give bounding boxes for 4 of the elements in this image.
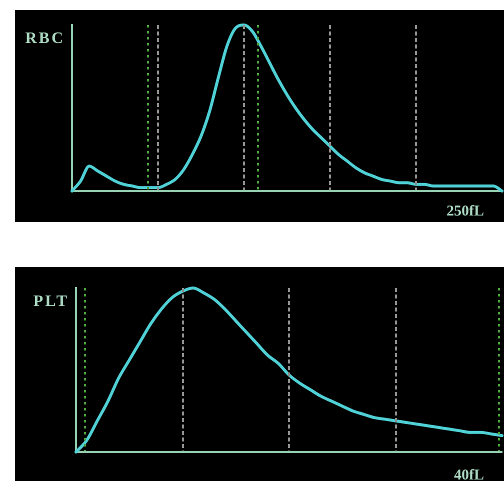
text: 40fL (454, 467, 484, 481)
chart-title: PLT (33, 293, 69, 310)
chart-title: RBC (25, 30, 65, 48)
text: 250fL (446, 203, 484, 220)
